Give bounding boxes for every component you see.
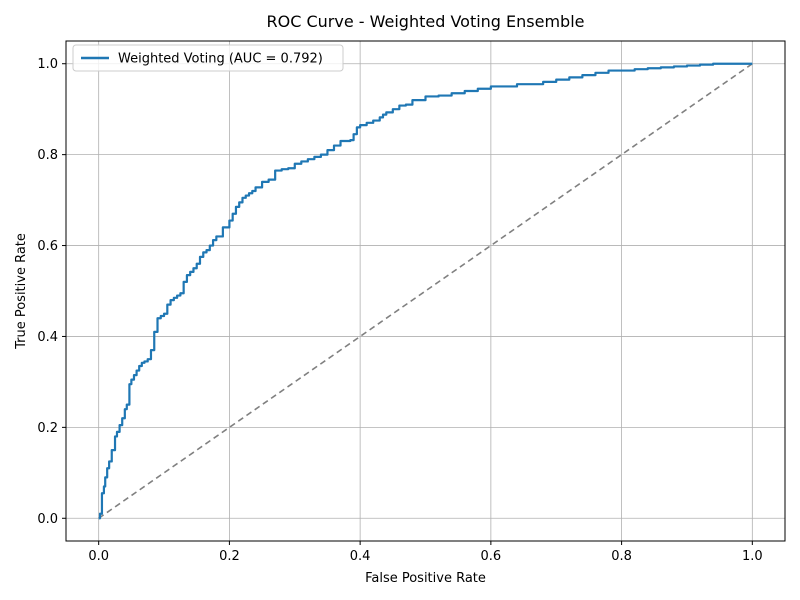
y-tick-label: 0.2 <box>37 421 58 436</box>
plot-frame <box>65 40 786 542</box>
x-tick-label: 0.2 <box>219 549 240 564</box>
x-axis-label: False Positive Rate <box>365 571 486 586</box>
y-tick-label: 0.8 <box>37 148 58 163</box>
axis-ticks: 0.0 0.2 0.4 0.6 0.8 1.0 0.0 0.2 0.4 0.6 0.8 1.0 <box>37 57 762 564</box>
y-axis-label: True Positive Rate <box>14 233 29 350</box>
legend-box <box>72 44 344 72</box>
x-tick-label: 1.0 <box>742 549 763 564</box>
chart-title: ROC Curve - Weighted Voting Ensemble <box>267 12 585 31</box>
y-tick-label: 0.6 <box>37 239 58 254</box>
y-tick-label: 0.4 <box>37 330 58 345</box>
x-tick-label: 0.8 <box>611 549 632 564</box>
y-tick-label: 1.0 <box>37 57 58 72</box>
x-tick-label: 0.6 <box>481 549 502 564</box>
x-tick-label: 0.0 <box>88 549 109 564</box>
series-layer <box>98 62 753 520</box>
roc-curve-weighted-voting <box>98 62 753 520</box>
x-tick-label: 0.4 <box>350 549 371 564</box>
legend: Weighted Voting (AUC = 0.792) <box>72 44 344 72</box>
chance-diagonal-line <box>98 63 753 519</box>
y-tick-label: 0.0 <box>37 512 58 527</box>
legend-entry-weighted-voting: Weighted Voting (AUC = 0.792) <box>118 52 323 67</box>
